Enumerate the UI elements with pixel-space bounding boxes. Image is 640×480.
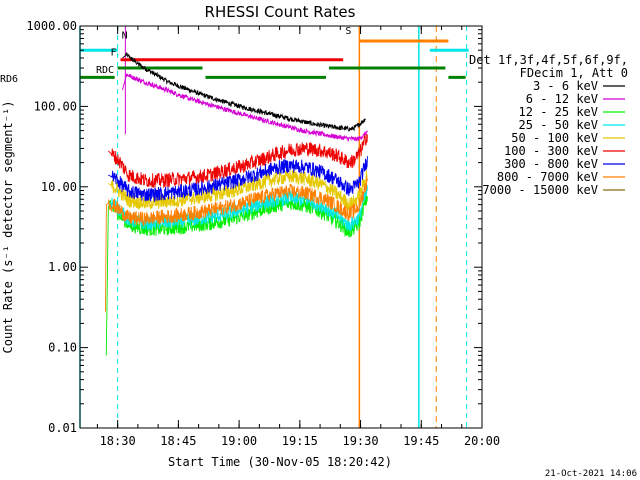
legend-entry-label: 800 - 7000 keV <box>497 170 598 184</box>
series-line <box>122 52 366 132</box>
legend-entry-label: 7000 - 15000 keV <box>482 183 598 197</box>
axes-layer: 0.01 0.10 1.00 10.00 100.00 1000.00 18:30 18:45… <box>26 19 500 448</box>
legend: Det 1f,3f,4f,5f,6f,9f,FDecim 1, Att 03 -… <box>469 53 628 197</box>
legend-header: FDecim 1, Att 0 <box>520 66 628 80</box>
decimation-label: RDC <box>96 65 114 76</box>
x-tick-label: 19:00 <box>221 434 257 448</box>
night-label: N <box>122 30 128 41</box>
series-line <box>108 169 368 212</box>
series-line <box>105 193 368 356</box>
chart-title: RHESSI Count Rates <box>205 3 356 21</box>
legend-entry-label: 25 - 50 keV <box>519 118 598 132</box>
legend-entry-label: 6 - 12 keV <box>526 92 598 106</box>
y-tick-label: 100.00 <box>34 99 77 113</box>
legend-entry-label: 300 - 800 keV <box>504 157 598 171</box>
y-axis-label: Count Rate (s⁻¹ detector segment⁻¹) <box>1 101 15 354</box>
x-tick-label: 18:45 <box>160 434 196 448</box>
series-layer <box>105 52 368 356</box>
legend-entry-label: 50 - 100 keV <box>511 131 598 145</box>
rd6-label: RD6 <box>0 74 18 85</box>
y-tick-label: 1000.00 <box>26 19 77 33</box>
y-tick-label: 10.00 <box>41 180 77 194</box>
legend-entry-label: 100 - 300 keV <box>504 144 598 158</box>
plot-frame <box>79 25 483 429</box>
x-tick-label: 19:45 <box>403 434 439 448</box>
series-line <box>108 156 368 203</box>
y-tick-label: 0.01 <box>48 421 77 435</box>
x-tick-label: 20:00 <box>464 434 500 448</box>
overlay-layer: S F RDC RD6 N <box>0 26 469 428</box>
flare-label: F <box>110 47 116 58</box>
timestamp: 21-Oct-2021 14:06 <box>545 469 637 479</box>
saa-label: S <box>345 26 351 37</box>
x-tick-label: 19:15 <box>282 434 318 448</box>
legend-entry-label: 12 - 25 keV <box>519 105 598 119</box>
series-line <box>107 133 368 189</box>
x-axis-label: Start Time (30-Nov-05 18:20:42) <box>168 455 392 469</box>
y-tick-label: 1.00 <box>48 260 77 274</box>
x-tick-label: 18:30 <box>100 434 136 448</box>
legend-header: Det 1f,3f,4f,5f,6f,9f, <box>469 53 628 67</box>
series-line <box>105 176 368 312</box>
x-tick-label: 19:30 <box>342 434 378 448</box>
y-tick-label: 0.10 <box>48 341 77 355</box>
series-line <box>122 72 368 143</box>
legend-entry-label: 3 - 6 keV <box>533 79 598 93</box>
